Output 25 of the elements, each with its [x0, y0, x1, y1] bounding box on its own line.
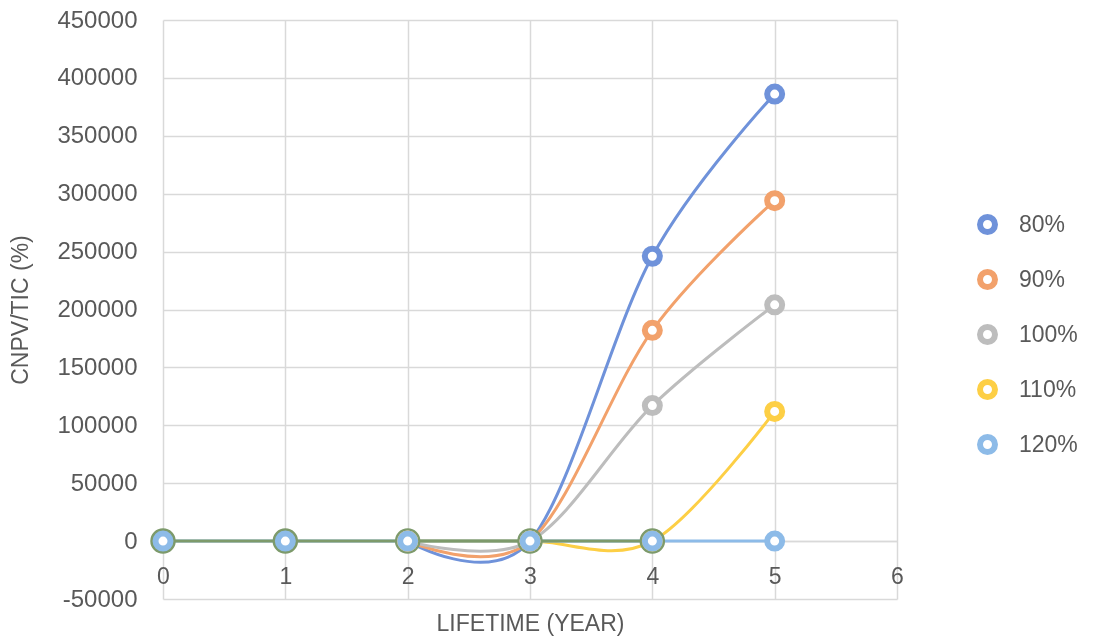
y-tick-label: 150000 — [57, 352, 138, 380]
y-tick-label: 100000 — [57, 410, 138, 438]
x-tick-label: 3 — [524, 562, 537, 589]
x-tick-label: 0 — [157, 562, 170, 589]
y-tick-label: 250000 — [57, 237, 138, 265]
y-tick-label: 400000 — [57, 63, 138, 91]
x-tick-label: 1 — [279, 562, 293, 589]
y-tick-label: 450000 — [57, 5, 138, 33]
legend-label: 100% — [1019, 320, 1078, 347]
x-tick-label: 2 — [401, 562, 415, 589]
legend-label: 110% — [1019, 375, 1077, 402]
y-axis-title: CNPV/TIC (%) — [7, 235, 34, 385]
legend-label: 120% — [1019, 430, 1078, 457]
y-tick-label: 300000 — [57, 179, 138, 207]
legend-label: 80% — [1019, 210, 1066, 237]
y-tick-label: 200000 — [57, 295, 138, 322]
x-axis-title: LIFETIME (YEAR) — [436, 609, 625, 636]
x-tick-label: 6 — [891, 562, 904, 589]
y-tick-label: 0 — [124, 526, 138, 554]
y-tick-label: 350000 — [57, 121, 138, 149]
y-tick-label: 50000 — [70, 468, 138, 496]
x-tick-label: 4 — [646, 562, 660, 589]
legend-label: 90% — [1019, 265, 1066, 292]
y-tick-label: -50000 — [62, 584, 138, 612]
x-tick-label: 5 — [768, 562, 782, 589]
